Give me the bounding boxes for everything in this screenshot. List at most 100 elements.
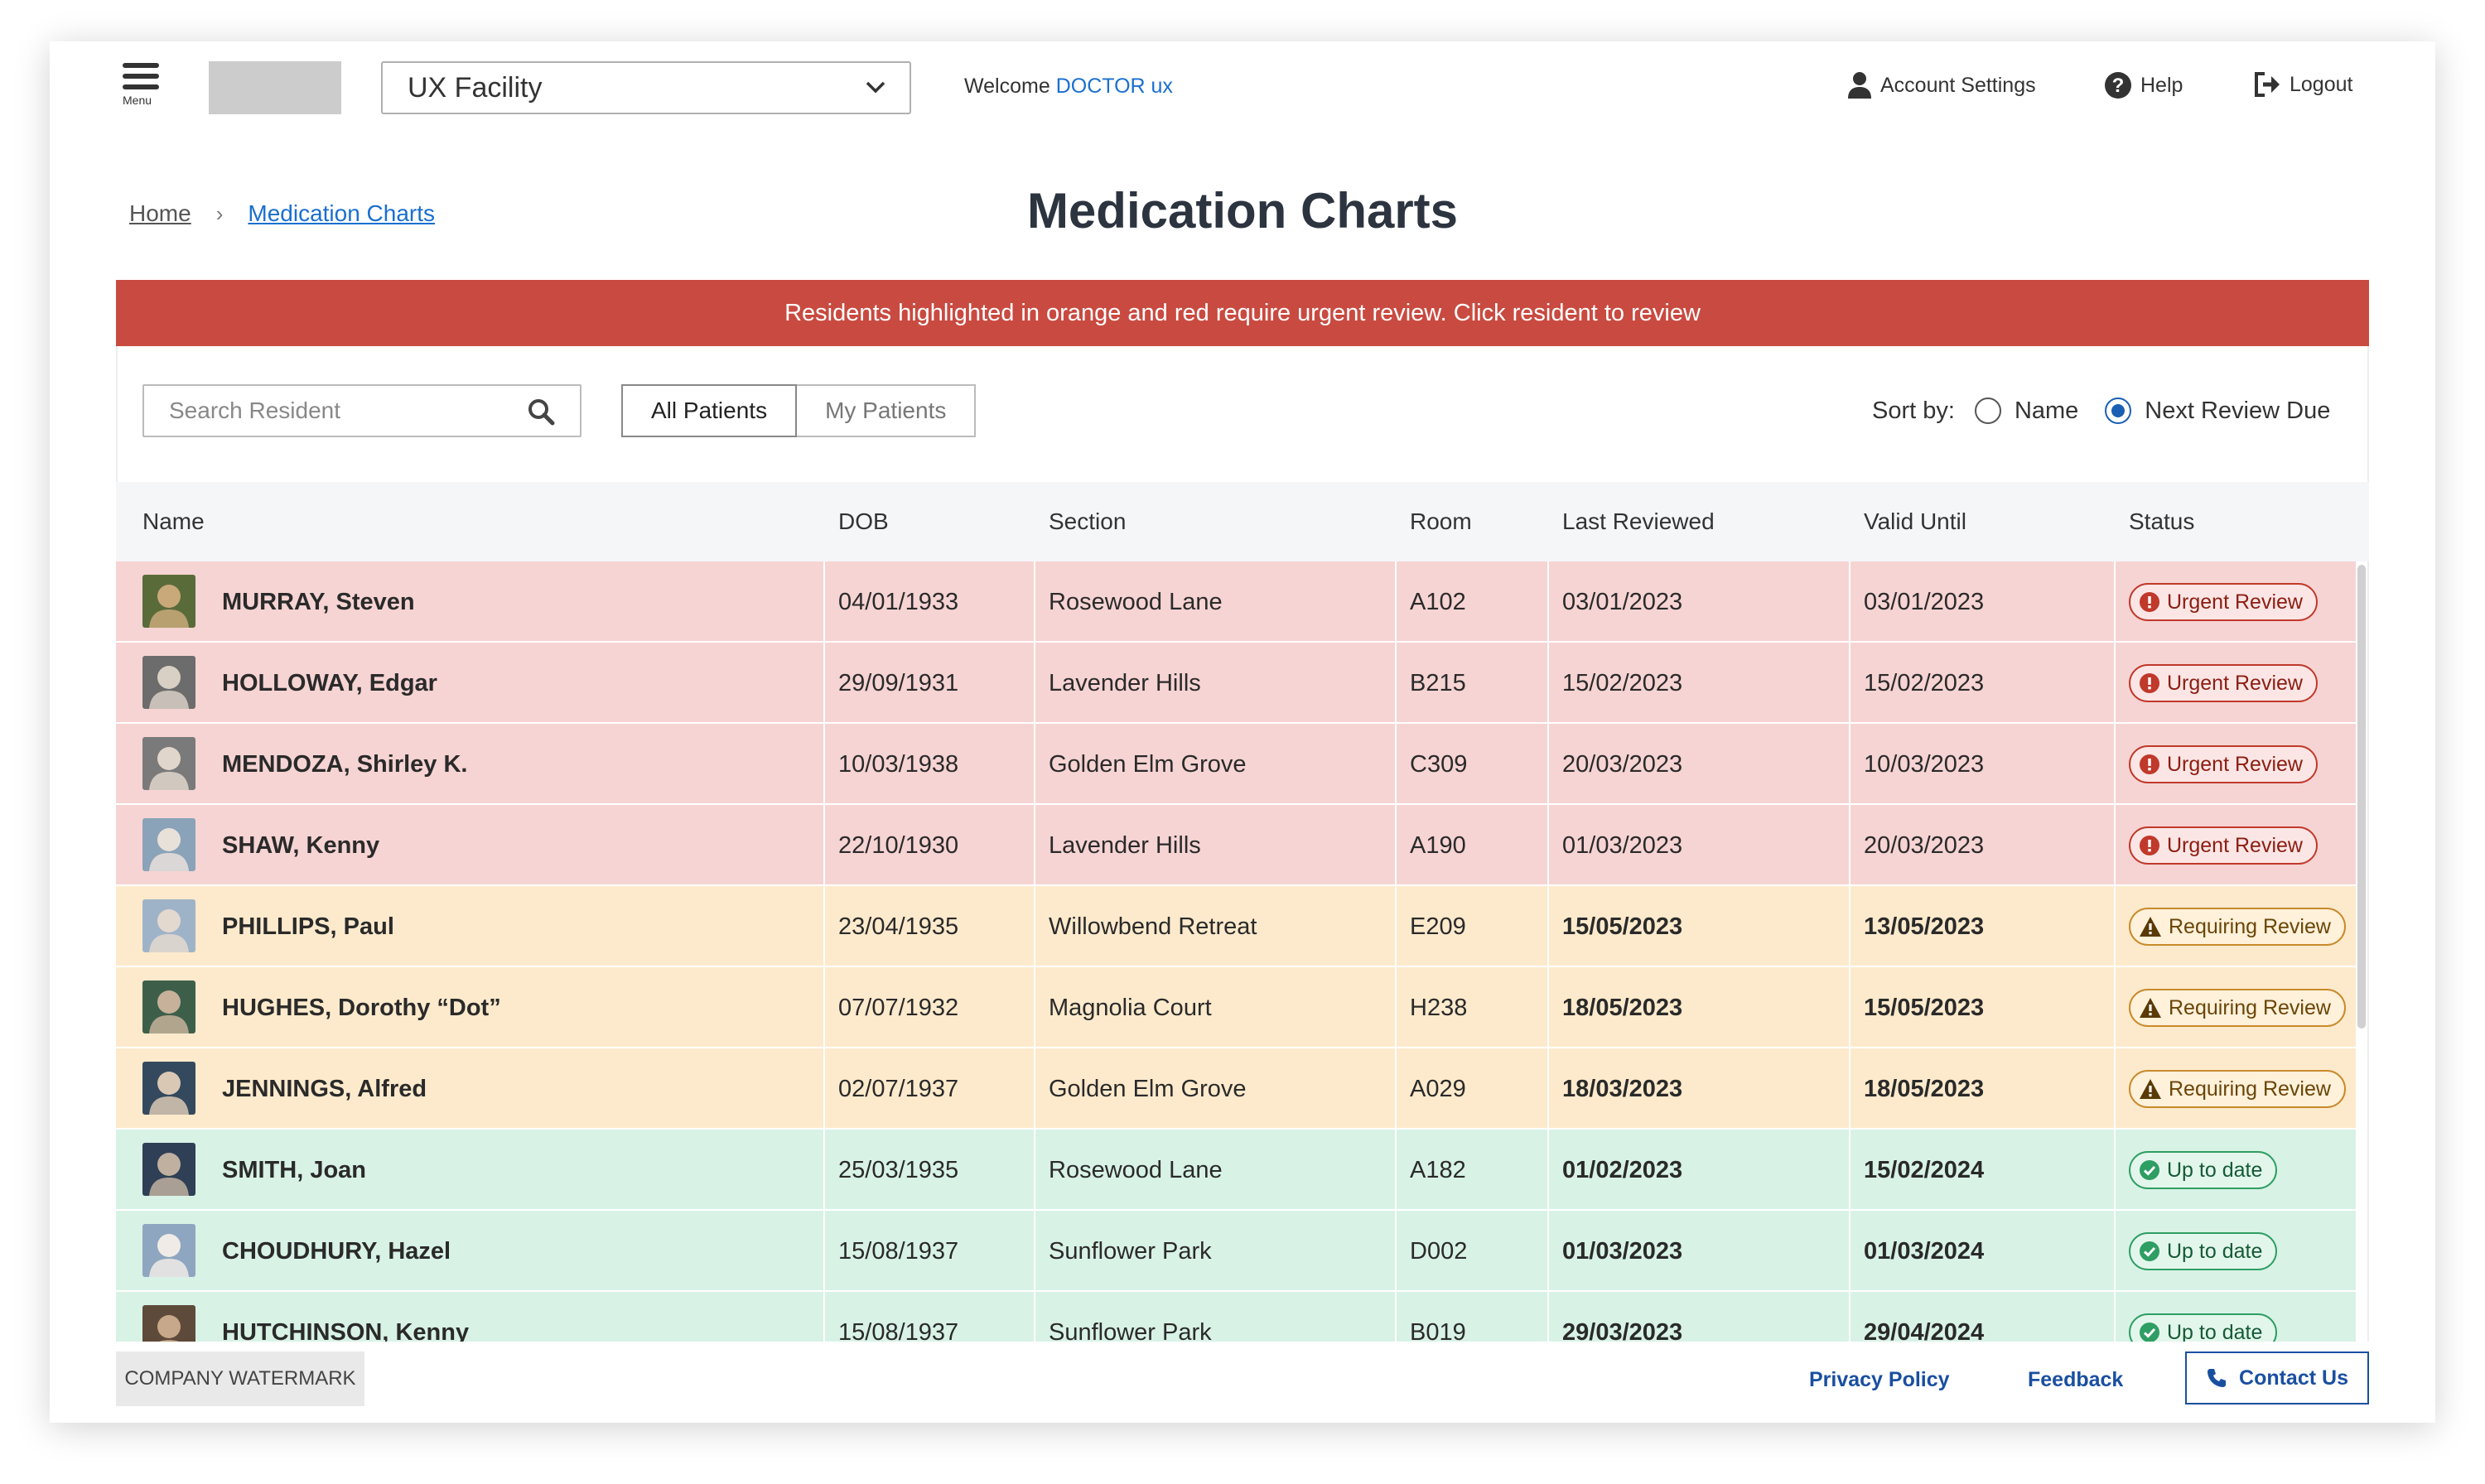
col-name[interactable]: Name	[142, 508, 205, 534]
table-row[interactable]: HUGHES, Dorothy “Dot” 07/07/1932 Magnolia …	[116, 967, 2356, 1048]
section-cell: Rosewood Lane	[1049, 588, 1223, 615]
company-logo	[209, 61, 341, 114]
dob-cell: 15/08/1937	[838, 1318, 959, 1346]
section-cell: Golden Elm Grove	[1049, 1075, 1247, 1102]
column-divider	[823, 1130, 825, 1211]
sort-next-review-label: Next Review Due	[2145, 397, 2331, 424]
column-divider	[823, 561, 825, 643]
room-cell: A182	[1410, 1156, 1466, 1183]
column-divider	[1849, 967, 1850, 1048]
column-divider	[1547, 1211, 1549, 1292]
table-row[interactable]: JENNINGS, Alfred 02/07/1937 Golden Elm Gro…	[116, 1048, 2356, 1130]
dob-cell: 23/04/1935	[838, 913, 959, 940]
room-cell: C309	[1410, 750, 1468, 778]
app-window: Menu UX Facility Welcome DOCTOR ux Accou…	[50, 41, 2435, 1423]
feedback-link[interactable]: Feedback	[2028, 1368, 2124, 1391]
status-badge: Requiring Review	[2129, 989, 2346, 1027]
col-room[interactable]: Room	[1410, 508, 1472, 534]
column-divider	[1547, 1292, 1549, 1373]
resident-avatar	[142, 1224, 195, 1277]
search-input[interactable]	[144, 386, 509, 436]
hamburger-icon-bar	[123, 74, 159, 79]
resident-name: HUTCHINSON, Kenny	[222, 1318, 470, 1346]
search-icon[interactable]	[527, 398, 555, 426]
dob-cell: 02/07/1937	[838, 1075, 959, 1102]
column-divider	[1395, 1292, 1397, 1373]
help-link[interactable]: ? Help	[2104, 71, 2183, 99]
column-divider	[1547, 643, 1549, 724]
check-circle-icon	[2140, 1241, 2159, 1261]
user-link[interactable]: DOCTOR ux	[1055, 75, 1173, 98]
contact-us-button[interactable]: Contact Us	[2185, 1352, 2369, 1404]
column-divider	[823, 886, 825, 967]
sort-name-radio[interactable]: Name	[1974, 398, 2078, 425]
status-badge: Requiring Review	[2129, 908, 2346, 946]
table-row[interactable]: CHOUDHURY, Hazel 15/08/1937 Sunflower Park…	[116, 1211, 2356, 1292]
column-divider	[1395, 1048, 1397, 1130]
column-divider	[1034, 1130, 1035, 1211]
table-row[interactable]: MENDOZA, Shirley K. 10/03/1938 Golden Elm …	[116, 724, 2356, 805]
status-badge: Urgent Review	[2129, 583, 2318, 621]
column-divider	[1034, 643, 1035, 724]
section-cell: Sunflower Park	[1049, 1318, 1212, 1346]
table-row[interactable]: HOLLOWAY, Edgar 29/09/1931 Lavender Hills B…	[116, 643, 2356, 724]
column-divider	[823, 1292, 825, 1373]
resident-name: CHOUDHURY, Hazel	[222, 1237, 451, 1265]
table-scrollbar[interactable]	[2357, 565, 2366, 1029]
dob-cell: 10/03/1938	[838, 750, 959, 778]
col-last-reviewed[interactable]: Last Reviewed	[1562, 508, 1715, 534]
resident-avatar	[142, 899, 195, 952]
column-divider	[1395, 805, 1397, 886]
column-divider	[1849, 561, 1850, 643]
col-status[interactable]: Status	[2129, 508, 2195, 534]
status-label: Up to date	[2167, 1320, 2263, 1344]
col-valid-until[interactable]: Valid Until	[1864, 508, 1966, 534]
tab-all-patients[interactable]: All Patients	[621, 384, 798, 437]
section-cell: Sunflower Park	[1049, 1237, 1212, 1265]
phone-icon	[2208, 1369, 2227, 1387]
last-reviewed-cell: 01/03/2023	[1562, 831, 1683, 859]
col-section[interactable]: Section	[1049, 508, 1127, 534]
valid-until-cell: 29/04/2024	[1864, 1318, 1985, 1346]
resident-name: SMITH, Joan	[222, 1156, 367, 1183]
tab-my-patients[interactable]: My Patients	[797, 384, 977, 437]
check-circle-icon	[2140, 1323, 2159, 1342]
column-divider	[1395, 1211, 1397, 1292]
column-divider	[1395, 724, 1397, 805]
column-divider	[1547, 886, 1549, 967]
logout-link[interactable]: Logout	[2253, 71, 2352, 98]
table-row[interactable]: PHILLIPS, Paul 23/04/1935 Willowbend Retre…	[116, 886, 2356, 967]
column-divider	[823, 643, 825, 724]
table-row[interactable]: SHAW, Kenny 22/10/1930 Lavender Hills A190 0…	[116, 805, 2356, 886]
search-box	[142, 384, 581, 437]
page-title: Medication Charts	[1026, 183, 1459, 238]
table-row[interactable]: MURRAY, Steven 04/01/1933 Rosewood Lane A10…	[116, 561, 2356, 643]
facility-select[interactable]: UX Facility	[381, 61, 911, 114]
column-divider	[2114, 886, 2116, 967]
privacy-policy-link[interactable]: Privacy Policy	[1809, 1368, 1950, 1391]
breadcrumb-home[interactable]: Home	[129, 200, 191, 226]
column-divider	[823, 1048, 825, 1130]
alert-circle-icon	[2140, 836, 2159, 855]
alert-circle-icon	[2140, 673, 2159, 693]
column-divider	[1849, 643, 1850, 724]
breadcrumb-current[interactable]: Medication Charts	[248, 200, 436, 226]
status-cell: Requiring Review	[2129, 1048, 2346, 1130]
valid-until-cell: 15/02/2023	[1864, 669, 1985, 696]
sort-next-review-radio[interactable]: Next Review Due	[2105, 398, 2330, 425]
status-badge: Up to date	[2129, 1151, 2278, 1189]
status-cell: Urgent Review	[2129, 805, 2318, 886]
status-cell: Requiring Review	[2129, 886, 2346, 967]
room-cell: A102	[1410, 588, 1466, 615]
status-cell: Requiring Review	[2129, 967, 2346, 1048]
column-divider	[1849, 1130, 1850, 1211]
column-divider	[2114, 967, 2116, 1048]
breadcrumb: Home › Medication Charts	[129, 200, 435, 227]
menu-button[interactable]: Menu	[123, 63, 164, 114]
account-settings-link[interactable]: Account Settings	[1847, 71, 2036, 99]
column-divider	[1395, 967, 1397, 1048]
warning-triangle-icon	[2140, 917, 2161, 937]
status-badge: Urgent Review	[2129, 664, 2318, 702]
table-row[interactable]: SMITH, Joan 25/03/1935 Rosewood Lane A182 01…	[116, 1130, 2356, 1211]
col-dob[interactable]: DOB	[838, 508, 889, 534]
